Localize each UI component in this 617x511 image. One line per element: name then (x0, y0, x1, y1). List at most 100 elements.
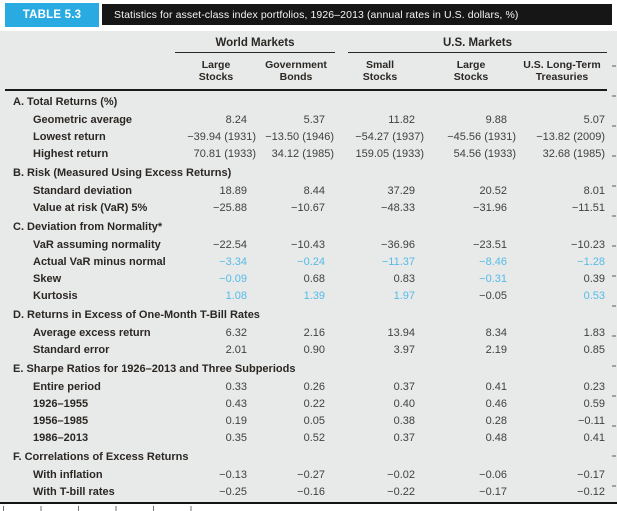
page-edge-marks (612, 65, 616, 495)
colhead-government-bonds: Government Bonds (265, 59, 327, 83)
value-cell: −0.25 (219, 485, 247, 498)
value-cell: 1.39 (303, 289, 325, 302)
table-row: With T-bill rates −0.25 −0.16 −0.22 −0.17 −0.… (5, 483, 617, 500)
table-title: Statistics for asset-class index portfol… (114, 8, 519, 21)
table-row: With inflation −0.13 −0.27 −0.02 −0.06 −0.17 (5, 466, 617, 483)
value-cell: −11.37 (381, 255, 415, 268)
value-cell: 37.29 (387, 184, 415, 197)
value-cell: −0.22 (387, 485, 415, 498)
value-cell: 0.41 (583, 431, 605, 444)
value-cell: −1.28 (577, 255, 605, 268)
value-cell: 2.01 (225, 343, 247, 356)
table-row: Average excess return 6.32 2.16 13.94 8.34 1.… (5, 324, 617, 341)
value-cell: −0.05 (479, 289, 507, 302)
table-row: Highest return 70.81 (1933) 34.12 (1985) 15… (5, 145, 617, 162)
value-cell: 9.88 (485, 113, 507, 126)
value-cell: 0.26 (303, 380, 325, 393)
row-label: Geometric average (33, 113, 133, 126)
value-cell: 0.68 (303, 272, 325, 285)
value-cell: −10.23 (571, 238, 605, 251)
value-cell: −22.54 (213, 238, 247, 251)
table-row: VaR assuming normality −22.54 −10.43 −36.96… (5, 236, 617, 253)
row-label: VaR assuming normality (33, 238, 161, 251)
group-spacer (5, 37, 175, 53)
value-cell: −0.06 (479, 468, 507, 481)
value-cell: 0.85 (583, 343, 605, 356)
value-cell: 0.28 (485, 414, 507, 427)
value-cell: 0.05 (303, 414, 325, 427)
value-cell: −54.27 (1937) (355, 130, 424, 143)
colhead-world-large-stocks: Large Stocks (198, 59, 234, 83)
table-panel: World Markets U.S. Markets Large Stocks … (0, 31, 617, 504)
value-cell: 5.37 (303, 113, 325, 126)
value-cell: 0.41 (485, 380, 507, 393)
section-header: A. Total Returns (%) (13, 96, 118, 108)
section-header: E. Sharpe Ratios for 1926–2013 and Three… (13, 363, 296, 375)
header-rule (5, 89, 607, 91)
value-cell: 0.53 (583, 289, 605, 302)
value-cell: −36.96 (381, 238, 415, 251)
row-label: Standard deviation (33, 184, 133, 197)
section-header: D. Returns in Excess of One-Month T-Bill… (13, 309, 260, 321)
value-cell: −10.43 (291, 238, 325, 251)
value-cell: 18.89 (219, 184, 247, 197)
bottom-crop-ticks (3, 506, 193, 511)
value-cell: −11.51 (571, 201, 605, 214)
value-cell: −25.88 (213, 201, 247, 214)
column-group-row: World Markets U.S. Markets (5, 37, 617, 53)
value-cell: 0.83 (393, 272, 415, 285)
value-cell: 8.01 (583, 184, 605, 197)
table-row: Standard deviation 18.89 8.44 37.29 20.52 8.0… (5, 182, 617, 199)
value-cell: −10.67 (291, 201, 325, 214)
row-label: Value at risk (VaR) 5% (33, 201, 148, 214)
value-cell: −31.96 (473, 201, 507, 214)
value-cell: 0.38 (393, 414, 415, 427)
row-label: Entire period (33, 380, 101, 393)
value-cell: −39.94 (1931) (187, 130, 256, 143)
table-body: A. Total Returns (%) Geometric average 8.2… (5, 91, 617, 500)
value-cell: 0.90 (303, 343, 325, 356)
value-cell: 0.23 (583, 380, 605, 393)
value-cell: 3.97 (393, 343, 415, 356)
value-cell: −0.16 (297, 485, 325, 498)
row-label: 1926–1955 (33, 397, 89, 410)
value-cell: 5.07 (583, 113, 605, 126)
value-cell: 0.43 (225, 397, 247, 410)
row-label: 1986–2013 (33, 431, 89, 444)
row-label: Skew (33, 272, 62, 285)
table-number-badge: TABLE 5.3 (5, 3, 99, 27)
value-cell: 1.83 (583, 326, 605, 339)
value-cell: 0.52 (303, 431, 325, 444)
colhead-us-large-stocks: Large Stocks (453, 59, 489, 83)
value-cell: 0.19 (225, 414, 247, 427)
value-cell: −0.13 (219, 468, 247, 481)
value-cell: −13.50 (1946) (265, 130, 334, 143)
section-header: C. Deviation from Normality* (13, 221, 163, 233)
value-cell: 0.48 (485, 431, 507, 444)
value-cell: 0.59 (583, 397, 605, 410)
value-cell: −0.24 (297, 255, 325, 268)
value-cell: 11.82 (388, 113, 415, 126)
value-cell: 6.32 (225, 326, 247, 339)
value-cell: −0.31 (479, 272, 507, 285)
value-cell: 2.19 (485, 343, 507, 356)
value-cell: 13.94 (387, 326, 415, 339)
table-row: Skew −0.09 0.68 0.83 −0.31 0.39 (5, 270, 617, 287)
table-row: Standard error 2.01 0.90 3.97 2.19 0.85 (5, 341, 617, 358)
value-cell: −0.02 (387, 468, 415, 481)
table-row: Kurtosis 1.08 1.39 1.97 −0.05 0.53 (5, 287, 617, 304)
value-cell: −45.56 (1931) (447, 130, 516, 143)
value-cell: 0.37 (393, 380, 415, 393)
value-cell: 0.22 (303, 397, 325, 410)
value-cell: −48.33 (381, 201, 415, 214)
row-label: Actual VaR minus normal (33, 255, 166, 268)
table-row: Entire period 0.33 0.26 0.37 0.41 0.23 (5, 378, 617, 395)
value-cell: −8.46 (479, 255, 507, 268)
value-cell: −0.12 (577, 485, 605, 498)
value-cell: 0.37 (393, 431, 415, 444)
value-cell: 20.52 (479, 184, 507, 197)
table-row: Actual VaR minus normal −3.34 −0.24 −11.37 −… (5, 253, 617, 270)
value-cell: 159.05 (1933) (355, 147, 425, 160)
row-label: With inflation (33, 468, 103, 481)
value-cell: −23.51 (473, 238, 507, 251)
